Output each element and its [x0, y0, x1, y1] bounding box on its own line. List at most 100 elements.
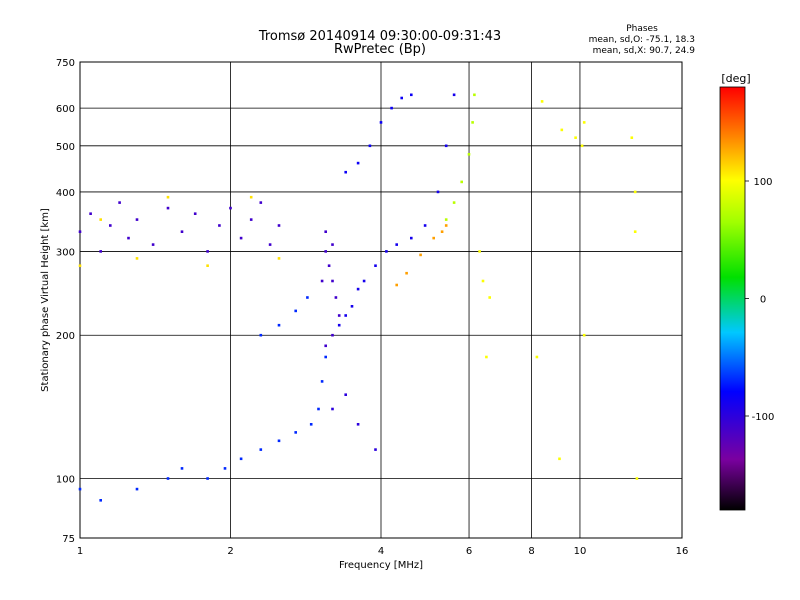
colorbar-label: [deg] [721, 72, 750, 85]
x-tick-label: 2 [227, 546, 233, 557]
phase-stats-x: mean, sd,X: 90.7, 24.9 [593, 46, 696, 56]
colorbar-ticks: 100 0 -100 [745, 177, 774, 423]
x-tick-label: 6 [466, 546, 472, 557]
data-point [481, 279, 485, 283]
colorbar-tick-label: 100 [753, 177, 772, 188]
data-point [218, 224, 221, 227]
data-point [485, 355, 488, 359]
x-axis-label: Frequency [MHz] [339, 560, 423, 571]
data-point [249, 218, 253, 221]
data-point [368, 144, 372, 148]
data-point [277, 323, 281, 327]
data-point [306, 296, 309, 299]
x-ticks: 1 2 4 6 8 10 16 [77, 546, 689, 557]
data-point [331, 243, 334, 246]
data-point [362, 279, 366, 283]
data-point [331, 407, 334, 411]
data-point [259, 448, 263, 451]
data-point [331, 279, 334, 283]
data-point [324, 250, 327, 253]
data-point [166, 477, 170, 480]
colorbar-tick-label: -100 [752, 412, 775, 423]
grid-lines [80, 62, 682, 538]
data-point [423, 224, 427, 227]
data-point [444, 224, 448, 227]
data-point [320, 279, 324, 283]
data-point [467, 153, 471, 156]
data-point [78, 487, 82, 491]
y-axis-label: Stationary phase Virtual Height [km] [40, 208, 51, 392]
data-point [633, 230, 637, 233]
y-tick-label: 600 [56, 104, 75, 115]
data-point [350, 305, 354, 308]
data-point [635, 477, 639, 480]
data-point [180, 230, 184, 233]
data-point [405, 271, 408, 275]
data-point [473, 93, 476, 97]
phase-stats: Phases mean, sd,O: -75.1, 18.3 mean, sd,… [589, 24, 696, 56]
y-tick-label: 300 [56, 247, 75, 258]
data-point [385, 250, 388, 253]
x-tick-label: 10 [574, 546, 587, 557]
x-tick-label: 4 [378, 546, 384, 557]
data-point [410, 93, 413, 97]
data-point [630, 136, 634, 139]
data-point [78, 230, 82, 233]
data-point [334, 296, 338, 299]
data-point [99, 218, 102, 221]
data-point [535, 355, 539, 359]
data-point [268, 243, 272, 246]
data-point [166, 195, 170, 199]
data-point [89, 212, 92, 215]
data-point [294, 431, 297, 434]
data-point [249, 195, 253, 199]
data-point [324, 230, 327, 233]
data-point [582, 121, 586, 124]
data-point [400, 96, 403, 100]
data-point [582, 333, 586, 337]
colorbar-tick-label: 0 [760, 295, 766, 306]
data-point [356, 423, 360, 426]
x-tick-label: 8 [528, 546, 534, 557]
data-point [206, 250, 209, 253]
data-point [471, 121, 474, 124]
data-points [78, 93, 639, 502]
data-point [395, 283, 398, 287]
data-point [560, 128, 564, 132]
data-point [444, 218, 448, 221]
data-point [452, 201, 456, 204]
data-point [331, 333, 334, 337]
data-point [78, 264, 82, 267]
data-point [229, 206, 232, 210]
data-point [135, 218, 139, 221]
data-point [379, 121, 383, 124]
data-point [259, 201, 263, 204]
y-tick-label: 100 [56, 475, 75, 486]
data-point [344, 393, 347, 396]
chart-title: Tromsø 20140914 09:30:00-09:31:43 [258, 29, 501, 44]
data-point [440, 230, 444, 233]
data-point [460, 180, 463, 184]
data-point [135, 257, 139, 260]
phase-stats-o: mean, sd,O: -75.1, 18.3 [589, 35, 695, 45]
data-point [277, 439, 281, 443]
colorbar-gradient [719, 86, 746, 511]
y-ticks: 75 100 200 300 400 500 600 750 [56, 58, 75, 545]
data-point [206, 264, 209, 267]
data-point [390, 106, 393, 110]
data-point [294, 309, 297, 313]
data-point [320, 380, 324, 383]
data-point [127, 236, 130, 240]
data-point [395, 243, 398, 246]
data-point [324, 344, 327, 348]
y-tick-label: 750 [56, 58, 75, 69]
y-tick-label: 500 [56, 142, 75, 153]
data-point [259, 333, 263, 337]
data-point [374, 448, 377, 451]
y-tick-label: 75 [62, 534, 75, 545]
colorbar: [deg] 100 0 -100 [719, 72, 774, 511]
y-tick-label: 200 [56, 331, 75, 342]
data-point [239, 236, 243, 240]
data-point [324, 355, 327, 359]
